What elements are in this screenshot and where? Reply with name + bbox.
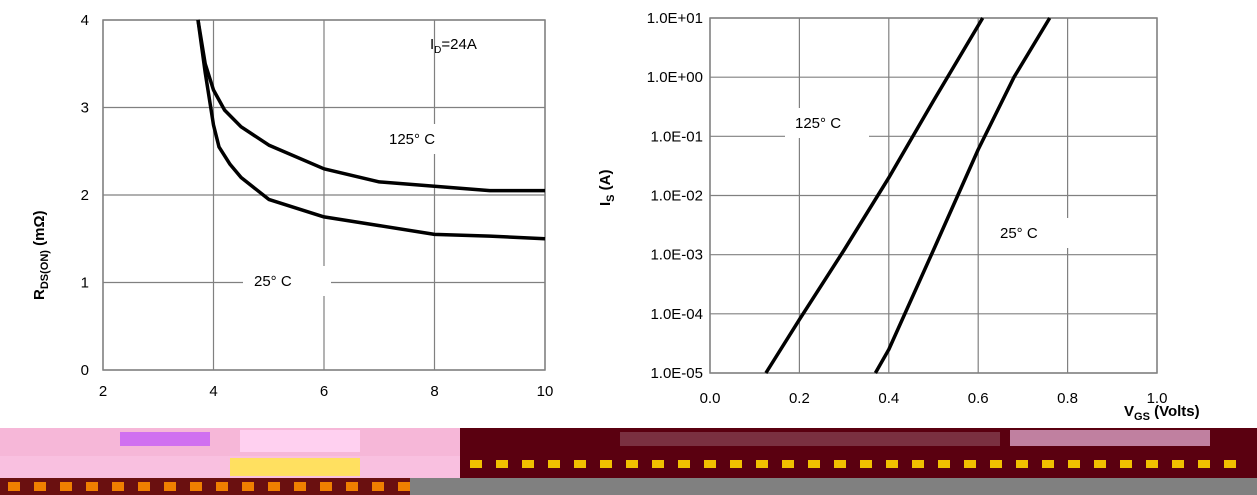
noise-dash	[1146, 460, 1158, 468]
left-y-axis-label: RDS(ON) (mΩ)	[31, 211, 51, 300]
label-125c-left: 125° C	[389, 131, 435, 148]
right-series-line-25c	[873, 17, 1052, 374]
noise-dash	[704, 460, 716, 468]
right-ytick-label: 1.0E-02	[650, 188, 703, 205]
noise-dash	[242, 482, 254, 491]
noise-dash	[860, 460, 872, 468]
noise-dash	[834, 460, 846, 468]
left-xtick-label: 2	[99, 383, 107, 400]
label-25c-right: 25° C	[1000, 225, 1038, 242]
right-x-axis-label: VGS (Volts)	[1124, 403, 1200, 423]
noise-dash	[990, 460, 1002, 468]
left-ytick-label: 4	[81, 12, 89, 29]
noise-dash	[34, 482, 46, 491]
noise-dash	[1042, 460, 1054, 468]
left-ytick-label: 1	[81, 275, 89, 292]
right-ytick-label: 1.0E-03	[650, 247, 703, 264]
left-xtick-label: 4	[209, 383, 217, 400]
left-ytick-label: 0	[81, 362, 89, 379]
noise-dash	[60, 482, 72, 491]
noise-dash	[678, 460, 690, 468]
noise-dash	[138, 482, 150, 491]
noise-dash	[320, 482, 332, 491]
noise-dash	[190, 482, 202, 491]
noise-dash	[600, 460, 612, 468]
noise-dash	[1224, 460, 1236, 468]
noise-dash	[372, 482, 384, 491]
label-bg-25c-right	[990, 218, 1070, 248]
noise-dash	[294, 482, 306, 491]
right-grid	[709, 17, 1158, 374]
left-series-line-125c	[196, 19, 545, 193]
right-series	[764, 17, 1052, 374]
left-xtick-label: 6	[320, 383, 328, 400]
corrupted-image-strip	[0, 428, 1257, 495]
noise-dash	[8, 482, 20, 491]
noise-dash	[730, 460, 742, 468]
left-series-line-25c	[196, 19, 546, 241]
noise-dash	[652, 460, 664, 468]
label-bg-25c-left	[243, 266, 331, 296]
right-xtick-label: 0.4	[878, 390, 899, 407]
right-ytick-label: 1.0E-04	[650, 306, 703, 323]
right-ytick-label: 1.0E+00	[647, 69, 703, 86]
left-grid	[102, 19, 546, 371]
noise-dash	[1094, 460, 1106, 468]
noise-dash	[1068, 460, 1080, 468]
is-vgs-chart: 0.0 0.2 0.4 0.6 0.8 1.0 1.0E+01 1.0E+00 1.0E-01 1…	[597, 10, 1200, 423]
right-ytick-label: 1.0E-01	[650, 128, 703, 145]
noise-dash	[1172, 460, 1184, 468]
label-125c-right: 125° C	[795, 115, 841, 132]
right-xtick-label: 0.6	[968, 390, 989, 407]
left-plot-frame	[102, 19, 546, 371]
noise-dash	[756, 460, 768, 468]
noise-dash	[964, 460, 976, 468]
noise-dash	[574, 460, 586, 468]
label-bg-125c-left	[378, 124, 470, 154]
noise-dash	[470, 460, 482, 468]
right-y-axis-label: IS (A)	[597, 169, 617, 206]
noise-dash	[522, 460, 534, 468]
right-xtick-label: 0.0	[700, 390, 721, 407]
noise-dash	[268, 482, 280, 491]
noise-dash	[808, 460, 820, 468]
left-tick-labels: 2 4 6 8 10 0 1 2 3 4	[81, 12, 554, 400]
noise-dash	[496, 460, 508, 468]
noise-dash	[216, 482, 228, 491]
noise-dash	[1120, 460, 1132, 468]
noise-dash	[86, 482, 98, 491]
right-ytick-label: 1.0E-05	[650, 365, 703, 382]
right-xtick-label: 0.8	[1057, 390, 1078, 407]
left-xtick-label: 8	[430, 383, 438, 400]
left-ytick-label: 3	[81, 100, 89, 117]
left-xtick-label: 10	[537, 383, 554, 400]
noise-dash	[912, 460, 924, 468]
noise-dash	[626, 460, 638, 468]
right-series-line-125c	[764, 17, 985, 374]
noise-dash	[782, 460, 794, 468]
label-25c-left: 25° C	[254, 273, 292, 290]
noise-dash	[346, 482, 358, 491]
left-series	[196, 19, 546, 241]
right-xtick-label: 1.0	[1147, 390, 1168, 407]
right-plot-frame	[709, 17, 1158, 374]
noise-dash	[164, 482, 176, 491]
id-annotation: ID=24A	[430, 36, 477, 56]
noise-dash	[886, 460, 898, 468]
noise-dash	[112, 482, 124, 491]
noise-dash	[398, 482, 410, 491]
rds-on-chart: 2 4 6 8 10 0 1 2 3 4 125° C 25° C ID=24A RDS(ON) …	[31, 12, 553, 400]
noise-dash	[1198, 460, 1210, 468]
label-bg-125c-right	[785, 108, 869, 138]
noise-dash	[548, 460, 560, 468]
right-ytick-label: 1.0E+01	[647, 10, 703, 27]
noise-dash	[1016, 460, 1028, 468]
right-xtick-label: 0.2	[789, 390, 810, 407]
left-ytick-label: 2	[81, 187, 89, 204]
noise-dash	[938, 460, 950, 468]
right-tick-labels: 0.0 0.2 0.4 0.6 0.8 1.0 1.0E+01 1.0E+00 1.0E-01 1…	[647, 10, 1168, 407]
